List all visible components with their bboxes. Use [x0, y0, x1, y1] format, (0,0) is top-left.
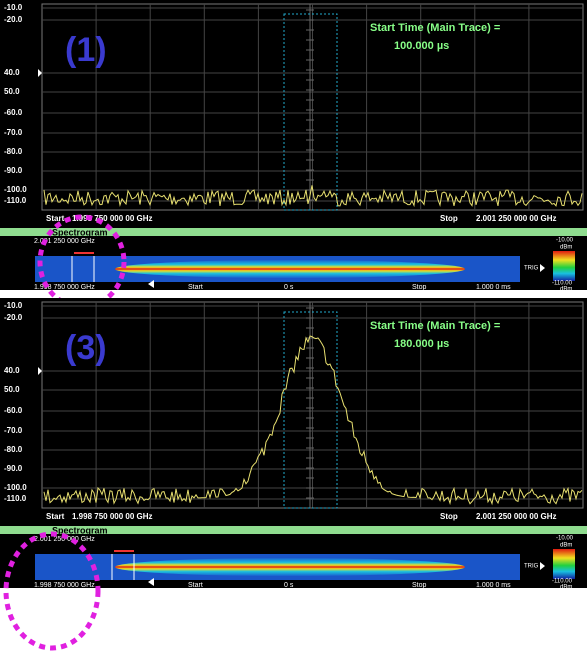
- y-label: -110.0: [4, 494, 27, 503]
- trig-marker: [540, 264, 545, 272]
- y-label: -100.0: [4, 185, 27, 194]
- scale-bottom: -110.00: [552, 281, 573, 287]
- spectrogram-bar: [0, 228, 587, 236]
- y-label: 40.0: [4, 366, 20, 375]
- stop-label: Stop: [440, 214, 458, 223]
- time-mid: 0 s: [284, 582, 294, 589]
- start-label: Start: [46, 512, 65, 521]
- time-marker: [148, 280, 154, 288]
- y-label: 50.0: [4, 87, 20, 96]
- spectrogram-title: Spectrogram: [52, 227, 108, 237]
- color-scale: [553, 251, 575, 281]
- scale-bottom-unit: dBm: [560, 287, 572, 293]
- y-label: -70.0: [4, 426, 23, 435]
- y-label: -80.0: [4, 147, 23, 156]
- gate-box: [283, 13, 338, 211]
- y-label: 50.0: [4, 385, 20, 394]
- analyzer-panel: -10.0 -20.0 40.0 50.0 -60.0 -70.0 -80.0 -90.0 -1…: [0, 298, 587, 651]
- y-label: -10.0: [4, 3, 23, 12]
- ref-marker: [38, 367, 42, 375]
- annotation-value: 180.000 µs: [394, 338, 449, 350]
- y-label: -100.0: [4, 483, 27, 492]
- y-label: 40.0: [4, 68, 20, 77]
- annotation-value: 100.000 µs: [394, 40, 449, 52]
- signal-band: [115, 260, 465, 278]
- trace: [43, 335, 583, 506]
- signal-band: [115, 558, 465, 576]
- y-label: -70.0: [4, 128, 23, 137]
- annotation-title: Start Time (Main Trace) =: [370, 320, 500, 332]
- time-stop: Stop: [412, 582, 427, 589]
- time-end: 1.000 0 ms: [476, 284, 511, 291]
- top-freq: 2.001 250 000 GHz: [34, 536, 95, 543]
- y-label: -20.0: [4, 313, 23, 322]
- analyzer-panel: -10.0 -20.0 40.0 50.0 -60.0 -70.0 -80.0 -90.0 -1…: [0, 0, 587, 310]
- scale-bottom-unit: dBm: [560, 585, 572, 591]
- scale-top: -10.00: [556, 536, 574, 542]
- y-label: -20.0: [4, 15, 23, 24]
- scale-top-unit: dBm: [560, 245, 572, 251]
- time-end: 1.000 0 ms: [476, 582, 511, 589]
- stop-label: Stop: [440, 512, 458, 521]
- bottom-freq: 1.998 750 000 GHz: [34, 582, 95, 589]
- bottom-freq: 1.998 750 000 GHz: [34, 284, 95, 291]
- time-stop: Stop: [412, 284, 427, 291]
- trace: [43, 185, 583, 208]
- time-marker: [148, 578, 154, 586]
- top-freq: 2.001 250 000 GHz: [34, 238, 95, 245]
- ref-marker: [38, 69, 42, 77]
- time-start: Start: [188, 284, 203, 291]
- y-label: -90.0: [4, 464, 23, 473]
- y-label: -60.0: [4, 406, 23, 415]
- start-freq: 1.998 750 000 00 GHz: [72, 512, 153, 521]
- y-label: -10.0: [4, 301, 23, 310]
- start-label: Start: [46, 214, 65, 223]
- time-start: Start: [188, 582, 203, 589]
- time-mid: 0 s: [284, 284, 294, 291]
- color-scale: [553, 549, 575, 579]
- annotation-title: Start Time (Main Trace) =: [370, 22, 500, 34]
- trig-label: TRIG: [524, 266, 539, 272]
- panel-label: (3): [65, 329, 107, 367]
- y-label: -90.0: [4, 166, 23, 175]
- scale-top: -10.00: [556, 238, 574, 244]
- scale-top-unit: dBm: [560, 543, 572, 549]
- marker-bracket: [114, 550, 134, 552]
- trig-label: TRIG: [524, 564, 539, 570]
- spectrogram-bar: [0, 526, 587, 534]
- trig-marker: [540, 562, 545, 570]
- highlight-circle: [3, 531, 101, 651]
- panel-label: (1): [65, 31, 107, 69]
- stop-freq: 2.001 250 000 00 GHz: [476, 512, 557, 521]
- stop-freq: 2.001 250 000 00 GHz: [476, 214, 557, 223]
- scale-bottom: -110.00: [552, 579, 573, 585]
- gate-box: [283, 311, 338, 509]
- start-freq: 1.998 750 000 00 GHz: [72, 214, 153, 223]
- y-label: -60.0: [4, 108, 23, 117]
- y-label: -110.0: [4, 196, 27, 205]
- y-label: -80.0: [4, 445, 23, 454]
- marker-bracket: [74, 252, 94, 254]
- spectrogram-title: Spectrogram: [52, 525, 108, 535]
